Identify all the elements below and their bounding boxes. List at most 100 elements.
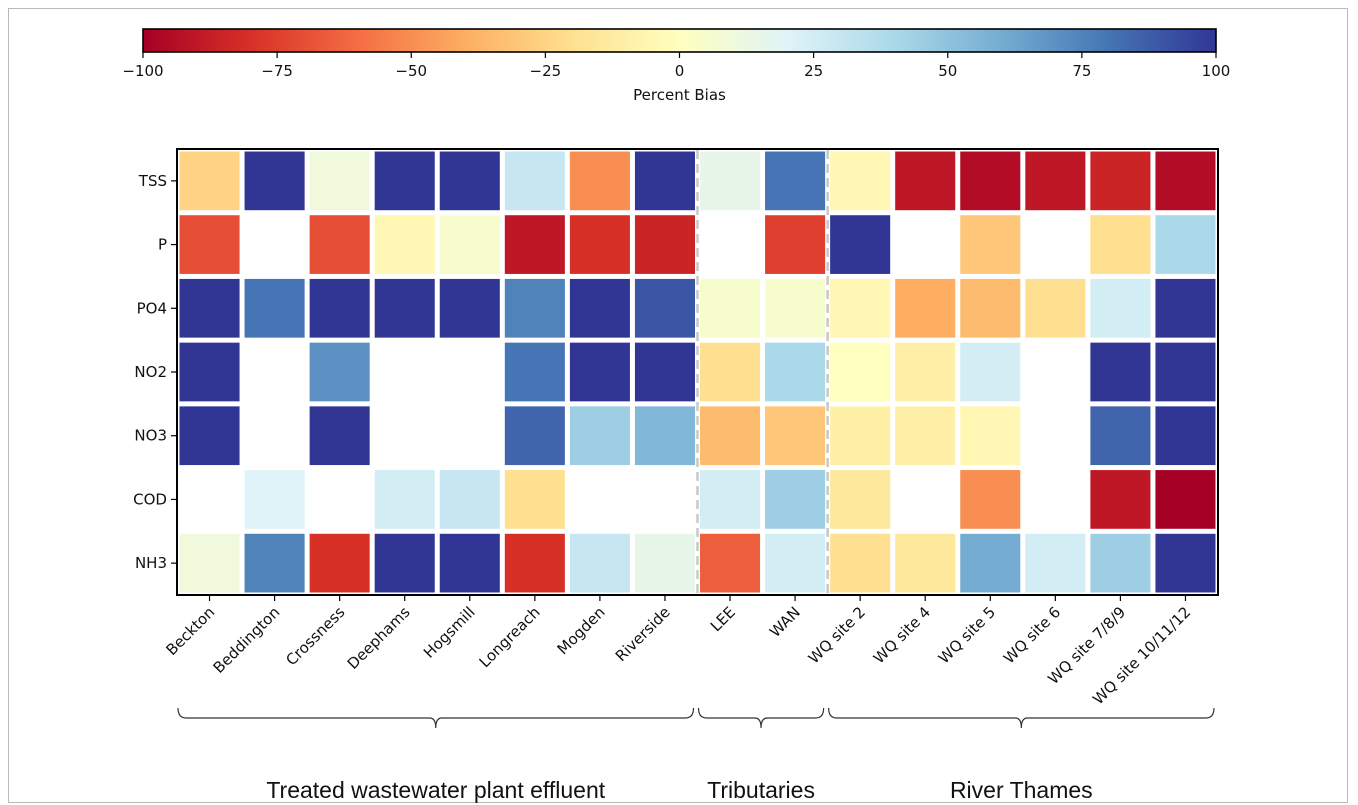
heatmap-cell [439,215,500,274]
heatmap-cell [504,215,565,274]
heatmap-cell [895,406,956,466]
heatmap-cell [700,470,761,529]
heatmap-cell [1025,151,1086,211]
heatmap-cell [1155,533,1216,593]
colorbar-gradient [142,28,1217,53]
heatmap-cell [1155,470,1216,529]
colorbar-tick-label: 100 [1202,62,1231,80]
group-label: Tributaries [707,777,815,803]
heatmap-cell [374,533,435,593]
heatmap-cell [830,406,891,466]
colorbar-tick-label: −50 [395,62,427,80]
heatmap-cell [1090,533,1151,593]
heatmap-cell [765,278,826,338]
heatmap-cell [700,533,761,593]
heatmap-cell [895,151,956,211]
heatmap-cell [504,342,565,402]
heatmap-cell [569,278,630,338]
heatmap-cell [374,151,435,211]
heatmap-cell [634,342,695,402]
heatmap-cell [895,342,956,402]
heatmap-cell [1090,470,1151,529]
heatmap-cell [700,406,761,466]
heatmap-cell [1090,342,1151,402]
heatmap-cell [765,215,826,274]
figure-frame [8,8,1348,803]
heatmap-cell [374,278,435,338]
heatmap-cell [374,470,435,529]
heatmap-cell [309,215,370,274]
heatmap-cells [179,151,1216,593]
group-brace [697,707,825,729]
heatmap-cell [1155,278,1216,338]
x-tick-label: Riverside [612,603,674,665]
heatmap-cell [504,533,565,593]
heatmap-cell [1025,533,1086,593]
heatmap-cell [309,406,370,466]
heatmap-cell [1025,278,1086,338]
y-tick-label: TSS [138,172,167,190]
heatmap-cell [830,342,891,402]
heatmap-cell [634,215,695,274]
x-tick-label: LEE [707,603,739,635]
heatmap-cell [960,342,1021,402]
heatmap-cell [179,151,240,211]
colorbar-tick-label: −25 [530,62,562,80]
heatmap-cell [765,342,826,402]
heatmap-cell [960,406,1021,466]
heatmap-cell [830,470,891,529]
x-tick-label: Beckton [162,603,218,659]
colorbar: −100 −75 −50 −25 0 25 50 75 100 Percent Bias [122,28,1231,104]
heatmap-cell [700,342,761,402]
heatmap-cell [309,278,370,338]
x-tick-label: WQ site 6 [1000,603,1064,667]
heatmap-cell [504,151,565,211]
heatmap-cell [1155,151,1216,211]
heatmap-cell [634,406,695,466]
heatmap-cell [244,470,305,529]
heatmap-cell [179,278,240,338]
heatmap-cell [504,470,565,529]
heatmap-cell [765,151,826,211]
colorbar-label: Percent Bias [633,86,726,104]
heatmap-cell [765,470,826,529]
heatmap-cell [830,151,891,211]
heatmap-cell [765,406,826,466]
x-tick-label: WQ site 5 [935,603,999,667]
x-tick-label: WAN [766,603,804,641]
heatmap-cell [830,215,891,274]
heatmap-cell [439,470,500,529]
heatmap-cell [1155,215,1216,274]
heatmap-cell [1155,406,1216,466]
heatmap-cell [569,342,630,402]
colorbar-tick-label: −100 [122,62,163,80]
y-tick-label: NO3 [134,427,167,445]
heatmap-cell [244,278,305,338]
group-brace [828,707,1215,729]
heatmap-cell [439,151,500,211]
x-tick-label: Longreach [476,603,544,671]
heatmap-cell [309,151,370,211]
y-tick-label: COD [133,490,167,508]
group-label: River Thames [950,777,1093,803]
heatmap-cell [700,278,761,338]
heatmap-cell [569,533,630,593]
heatmap-cell [244,533,305,593]
heatmap-cell [1090,278,1151,338]
column-groups: Treated wastewater plant effluent Tributa… [177,707,1215,803]
y-tick-label: NH3 [135,554,167,572]
heatmap-cell [439,533,500,593]
x-tick-label: WQ site 4 [870,603,934,667]
heatmap-cell [374,215,435,274]
heatmap-cell [830,533,891,593]
heatmap-cell [960,151,1021,211]
heatmap-cell [179,406,240,466]
heatmap-cell [569,151,630,211]
heatmap-cell [895,278,956,338]
heatmap-cell [504,278,565,338]
heatmap-cell [179,215,240,274]
heatmap-cell [1090,406,1151,466]
colorbar-tick-label: −75 [261,62,293,80]
x-tick-label: Deephams [344,603,414,673]
